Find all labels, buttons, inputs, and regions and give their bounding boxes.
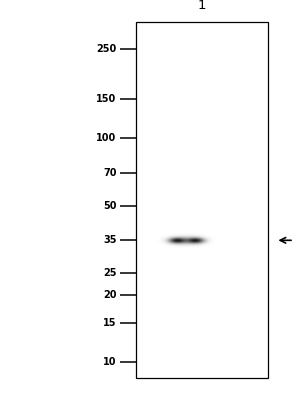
Text: 25: 25: [103, 268, 117, 278]
Text: 50: 50: [103, 200, 117, 210]
Text: 250: 250: [96, 44, 117, 54]
Text: 15: 15: [103, 318, 117, 328]
Text: 20: 20: [103, 290, 117, 300]
Text: 70: 70: [103, 168, 117, 178]
Text: 10: 10: [103, 357, 117, 367]
Text: 150: 150: [96, 94, 117, 104]
Text: 35: 35: [103, 235, 117, 245]
Bar: [136, 22, 268, 378]
Text: 1: 1: [198, 0, 206, 12]
Text: 100: 100: [96, 133, 117, 143]
